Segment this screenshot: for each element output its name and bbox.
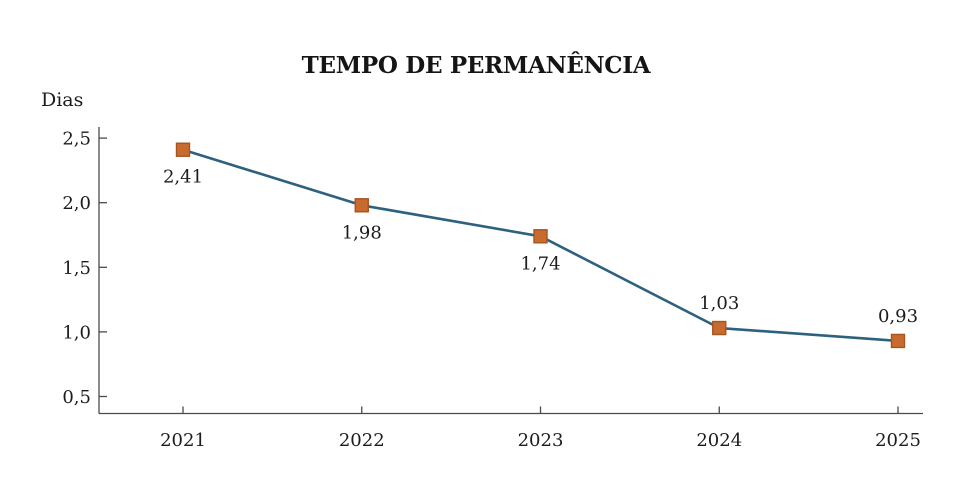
y-axis-tick-label: 2,5: [62, 129, 91, 150]
y-axis-unit-label: Dias: [41, 89, 84, 111]
data-point-marker: [354, 198, 369, 213]
data-point-label: 1,98: [342, 222, 382, 243]
data-point-marker: [890, 333, 906, 349]
data-point-label: 2,41: [163, 167, 203, 188]
data-point-marker: [712, 320, 727, 336]
x-axis-tick-label: 2021: [160, 430, 206, 451]
y-axis-tick-label: 1,5: [62, 258, 91, 279]
series-line: [181, 148, 900, 343]
x-axis-tick-label: 2024: [696, 430, 742, 451]
data-point-label: 1,03: [699, 293, 739, 314]
x-axis-tick-label: 2023: [518, 430, 564, 451]
y-axis-tick-label: 1,0: [62, 322, 91, 343]
x-axis-tick-label: 2022: [339, 430, 385, 451]
chart-title: TEMPO DE PERMANÊNCIA: [301, 52, 651, 79]
data-point-marker: [175, 142, 191, 157]
x-axis-tick-label: 2025: [875, 430, 921, 451]
y-axis-tick-label: 2,0: [62, 193, 91, 214]
data-point-label: 0,93: [878, 306, 918, 327]
y-axis-tick-label: 0,5: [62, 387, 91, 408]
data-point-marker: [533, 229, 548, 244]
data-point-label: 1,74: [520, 253, 560, 274]
